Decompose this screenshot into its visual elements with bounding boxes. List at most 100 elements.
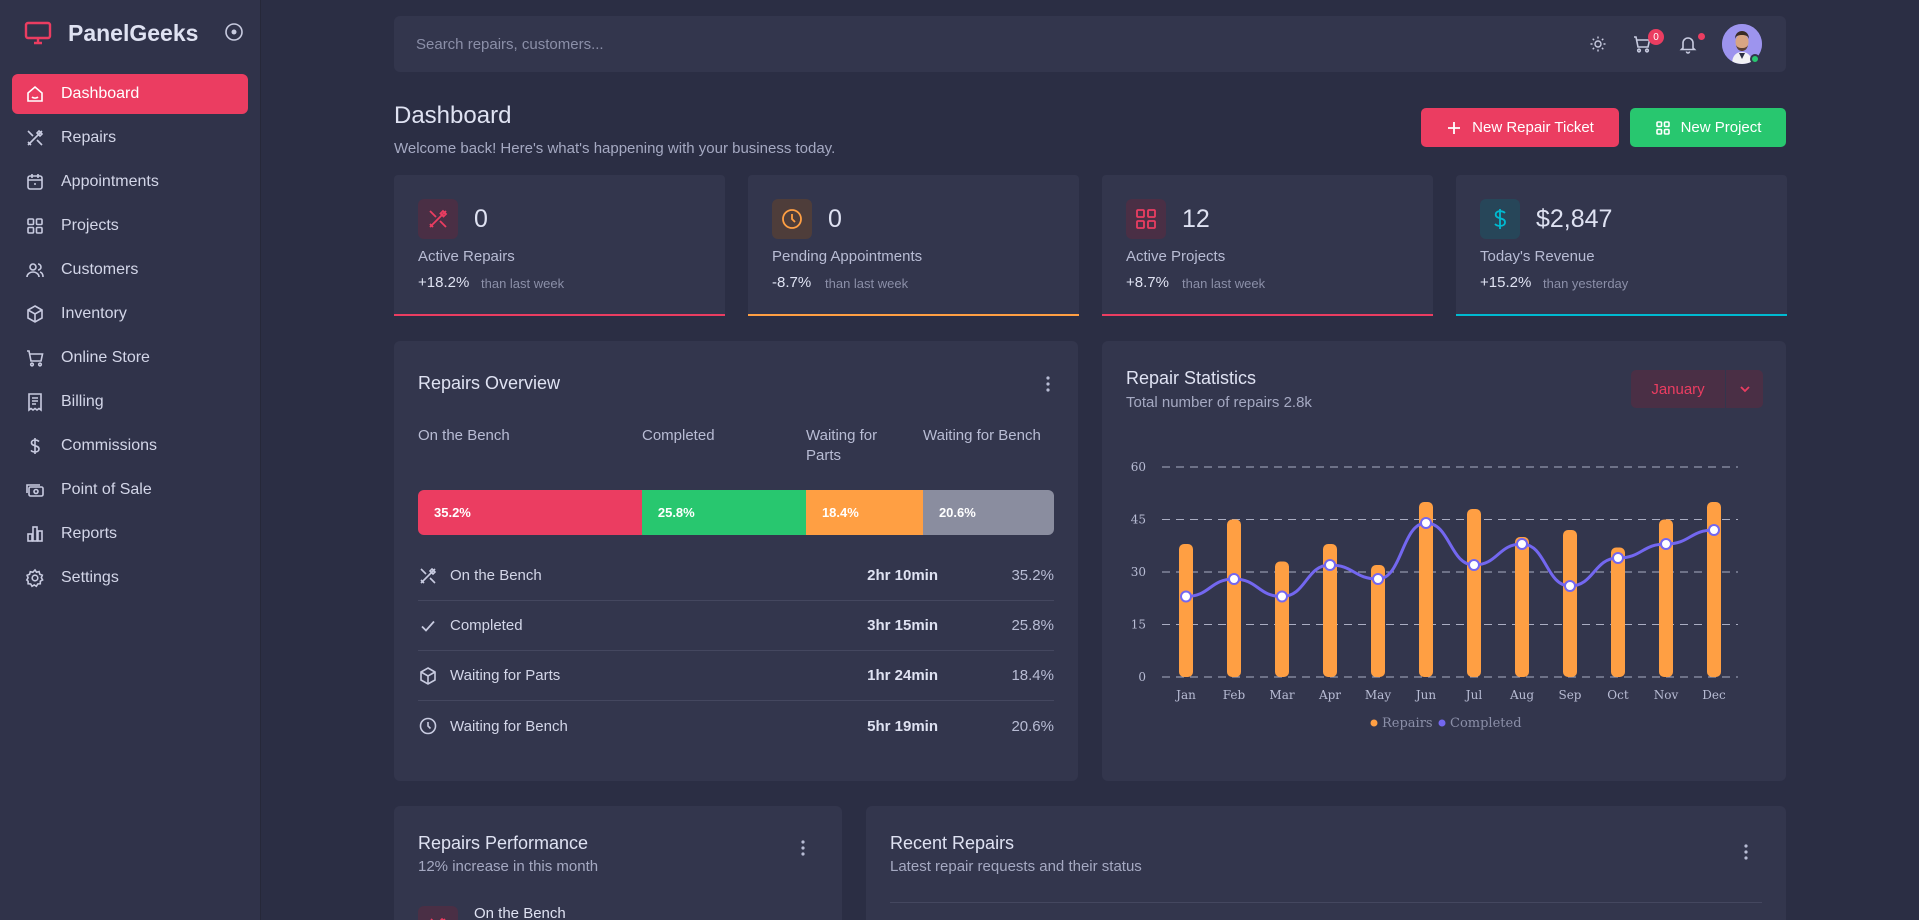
point-sep [1564, 580, 1576, 592]
sidebar-item-label: Online Store [61, 349, 150, 366]
bar-nov [1659, 519, 1673, 677]
more-options-icon[interactable] [1738, 840, 1754, 864]
grid-icon [1655, 120, 1670, 135]
row-time: 2hr 10min [867, 567, 938, 584]
more-options-icon[interactable] [795, 836, 811, 860]
x-tick-label: Jun [1414, 688, 1437, 702]
segment-completed[interactable]: 25.8% [641, 490, 806, 535]
brand[interactable]: PanelGeeks [24, 18, 198, 48]
y-tick-label: 15 [1131, 618, 1146, 632]
dollar-icon [1494, 209, 1506, 229]
gear-icon [25, 568, 44, 588]
y-tick-label: 45 [1131, 513, 1146, 527]
stat-value: 0 [828, 205, 842, 233]
x-tick-label: May [1365, 688, 1391, 702]
month-dropdown-button[interactable] [1726, 370, 1763, 408]
sidebar-item-projects[interactable]: Projects [12, 206, 248, 246]
sidebar-item-repairs[interactable]: Repairs [12, 118, 248, 158]
search-input[interactable] [416, 16, 1216, 72]
sidebar-item-reports[interactable]: Reports [12, 514, 248, 554]
list-item[interactable]: Completed 3hr 15min 25.8% [418, 601, 1054, 651]
segment-on-the-bench[interactable]: 35.2% [418, 490, 642, 535]
legend-repairs: Repairs [1382, 716, 1433, 731]
sidebar-item-label: Customers [61, 261, 139, 278]
stat-icon-box [418, 199, 458, 239]
bar-chart-icon [27, 526, 43, 542]
card-title: Repairs Overview [418, 373, 561, 393]
sidebar-item-online-store[interactable]: Online Store [12, 338, 248, 378]
stat-label: Active Projects [1126, 248, 1226, 265]
card-subtitle: Latest repair requests and their status [890, 858, 1142, 875]
list-item[interactable]: Waiting for Bench 5hr 19min 20.6% [418, 701, 1054, 751]
new-project-button[interactable]: New Project [1630, 108, 1786, 147]
row-time: 5hr 19min [867, 717, 938, 735]
avatar[interactable] [1722, 24, 1762, 64]
bar-feb [1227, 519, 1241, 677]
online-status-dot [1750, 54, 1760, 64]
row-label: Waiting for Parts [450, 667, 561, 684]
stat-label: Pending Appointments [772, 248, 923, 265]
users-icon [26, 263, 44, 278]
sidebar-item-settings[interactable]: Settings [12, 558, 248, 598]
sidebar-item-billing[interactable]: Billing [12, 382, 248, 422]
theme-toggle-button[interactable] [1586, 32, 1610, 56]
new-project-label: New Project [1680, 119, 1762, 136]
stat-icon-box [772, 199, 812, 239]
page-subtitle: Welcome back! Here's what's happening wi… [394, 140, 836, 157]
chevron-down-icon [1739, 386, 1750, 393]
cart-button[interactable] [1630, 32, 1654, 56]
sidebar-item-inventory[interactable]: Inventory [12, 294, 248, 334]
stat-compare: than last week [1182, 276, 1266, 291]
row-time: 3hr 15min [867, 617, 938, 634]
repairs-overview-card: Repairs Overview On the Bench Completed … [394, 341, 1078, 781]
sidebar-item-dashboard[interactable]: Dashboard [12, 74, 248, 114]
sidebar-item-point-of-sale[interactable]: Point of Sale [12, 470, 248, 510]
card-subtitle: Total number of repairs 2.8k [1126, 394, 1312, 411]
segment-waiting-for-bench[interactable]: 20.6% [922, 490, 1054, 535]
stat-card-active-repairs: 0 Active Repairs +18.2% than last week [394, 175, 725, 316]
repair-statistics-chart: 0 15 30 45 60 Jan Feb Mar Apr May Jun Jul Aug Sep Oct N… [1131, 460, 1738, 731]
legend-completed: Completed [642, 427, 715, 444]
grid-icon [1136, 209, 1156, 229]
notifications-button[interactable] [1676, 32, 1700, 56]
new-repair-ticket-button[interactable]: New Repair Ticket [1421, 108, 1619, 147]
tools-icon [27, 129, 44, 146]
box-icon [27, 305, 43, 323]
sidebar-item-customers[interactable]: Customers [12, 250, 248, 290]
stat-compare: than last week [825, 276, 909, 291]
y-tick-label: 60 [1131, 460, 1146, 474]
home-icon [27, 85, 43, 102]
box-icon [420, 666, 436, 685]
y-tick-label: 0 [1138, 670, 1146, 684]
row-label: Waiting for Bench [450, 717, 568, 735]
tools-icon [430, 917, 446, 920]
divider [890, 902, 1762, 903]
stat-change: +15.2% [1480, 274, 1532, 291]
sidebar-item-label: Billing [61, 393, 104, 410]
sidebar-item-commissions[interactable]: Commissions [12, 426, 248, 466]
row-percent: 18.4% [1011, 667, 1054, 684]
list-item[interactable]: On the Bench 2hr 10min 35.2% [418, 551, 1054, 601]
repairs-performance-card: Repairs Performance 12% increase in this… [394, 806, 842, 920]
receipt-icon [28, 393, 42, 412]
plus-icon [1448, 121, 1461, 134]
bar-may [1371, 565, 1385, 677]
sidebar-item-label: Inventory [61, 305, 127, 322]
bar-sep [1563, 530, 1577, 677]
list-item[interactable]: Waiting for Parts 1hr 24min 18.4% [418, 651, 1054, 701]
point-may [1372, 573, 1384, 585]
user-avatar-icon [1722, 24, 1762, 64]
x-tick-label: Feb [1223, 688, 1246, 702]
target-icon[interactable] [224, 22, 244, 42]
segment-waiting-for-parts[interactable]: 18.4% [805, 490, 923, 535]
stat-label: Active Repairs [418, 248, 515, 265]
point-jan [1180, 590, 1192, 603]
card-subtitle: 12% increase in this month [418, 858, 599, 875]
more-options-icon[interactable] [1040, 372, 1056, 396]
month-select[interactable]: January [1631, 370, 1763, 408]
clock-icon [419, 717, 437, 735]
new-repair-ticket-label: New Repair Ticket [1472, 119, 1594, 136]
sidebar-item-label: Dashboard [61, 85, 140, 102]
sidebar-item-appointments[interactable]: Appointments [12, 162, 248, 202]
point-jul [1468, 559, 1480, 571]
